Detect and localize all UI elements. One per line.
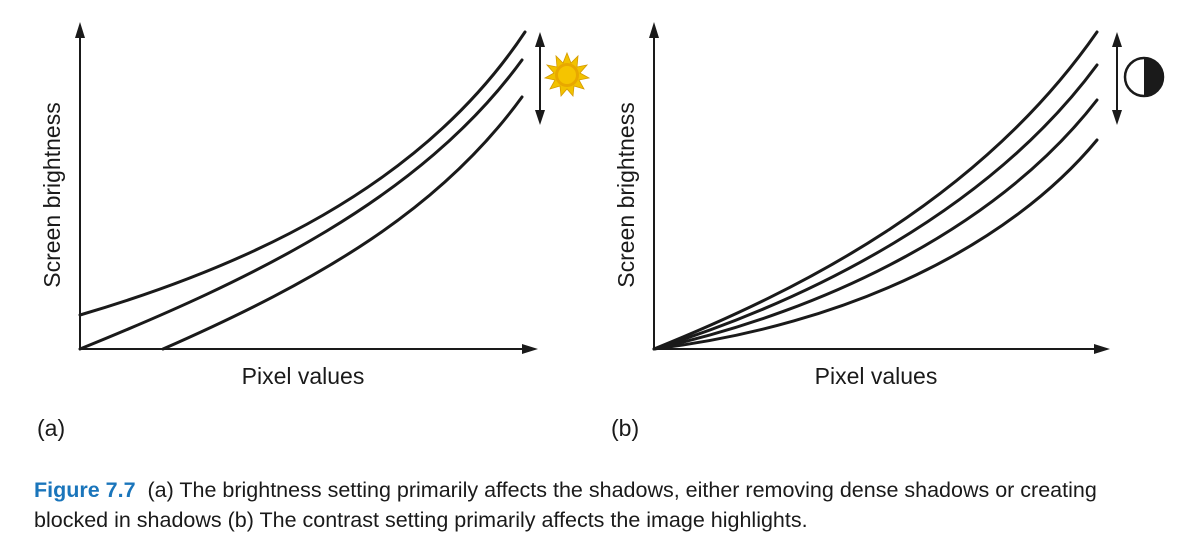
panel-b-curve-1: [652, 30, 1099, 351]
panel-a-y-axis-label: Screen brightness: [39, 102, 65, 287]
panel-a-x-axis-label: Pixel values: [242, 363, 365, 389]
panel-a-curve-normal: [78, 58, 524, 351]
panel-b-curve-4: [652, 138, 1099, 351]
panel-a-curve-raised: [78, 30, 527, 317]
panel-b-curve-2: [652, 63, 1099, 351]
panel-a-y-axis-arrowhead: [75, 22, 85, 38]
panel-a-adjust-arrow-up: [535, 32, 545, 47]
panel-a-label: (a): [37, 415, 65, 441]
panel-a-curve-lowered: [161, 95, 524, 351]
panel-b: Screen brightness Pixel values (b): [611, 22, 1165, 441]
panel-b-y-axis-arrowhead: [649, 22, 659, 38]
panel-b-x-axis-label: Pixel values: [815, 363, 938, 389]
panel-b-label: (b): [611, 415, 639, 441]
figure-number: Figure 7.7: [34, 478, 136, 502]
panel-b-curve-3: [652, 98, 1099, 351]
panel-b-x-axis-arrowhead: [1094, 344, 1110, 354]
panel-a: Screen brightness Pixel values (a): [37, 22, 591, 441]
panel-a-adjust-arrow-down: [535, 110, 545, 125]
contrast-icon: [1123, 56, 1165, 98]
caption-text: (a) The brightness setting primarily aff…: [34, 478, 1097, 532]
panel-a-x-axis-arrowhead: [522, 344, 538, 354]
panel-b-adjust-arrow-up: [1112, 32, 1122, 47]
sun-icon: [543, 51, 591, 97]
panel-b-y-axis-label: Screen brightness: [613, 102, 639, 287]
panel-b-adjust-arrow-down: [1112, 110, 1122, 125]
figure-caption: Figure 7.7 (a) The brightness setting pr…: [34, 475, 1174, 535]
